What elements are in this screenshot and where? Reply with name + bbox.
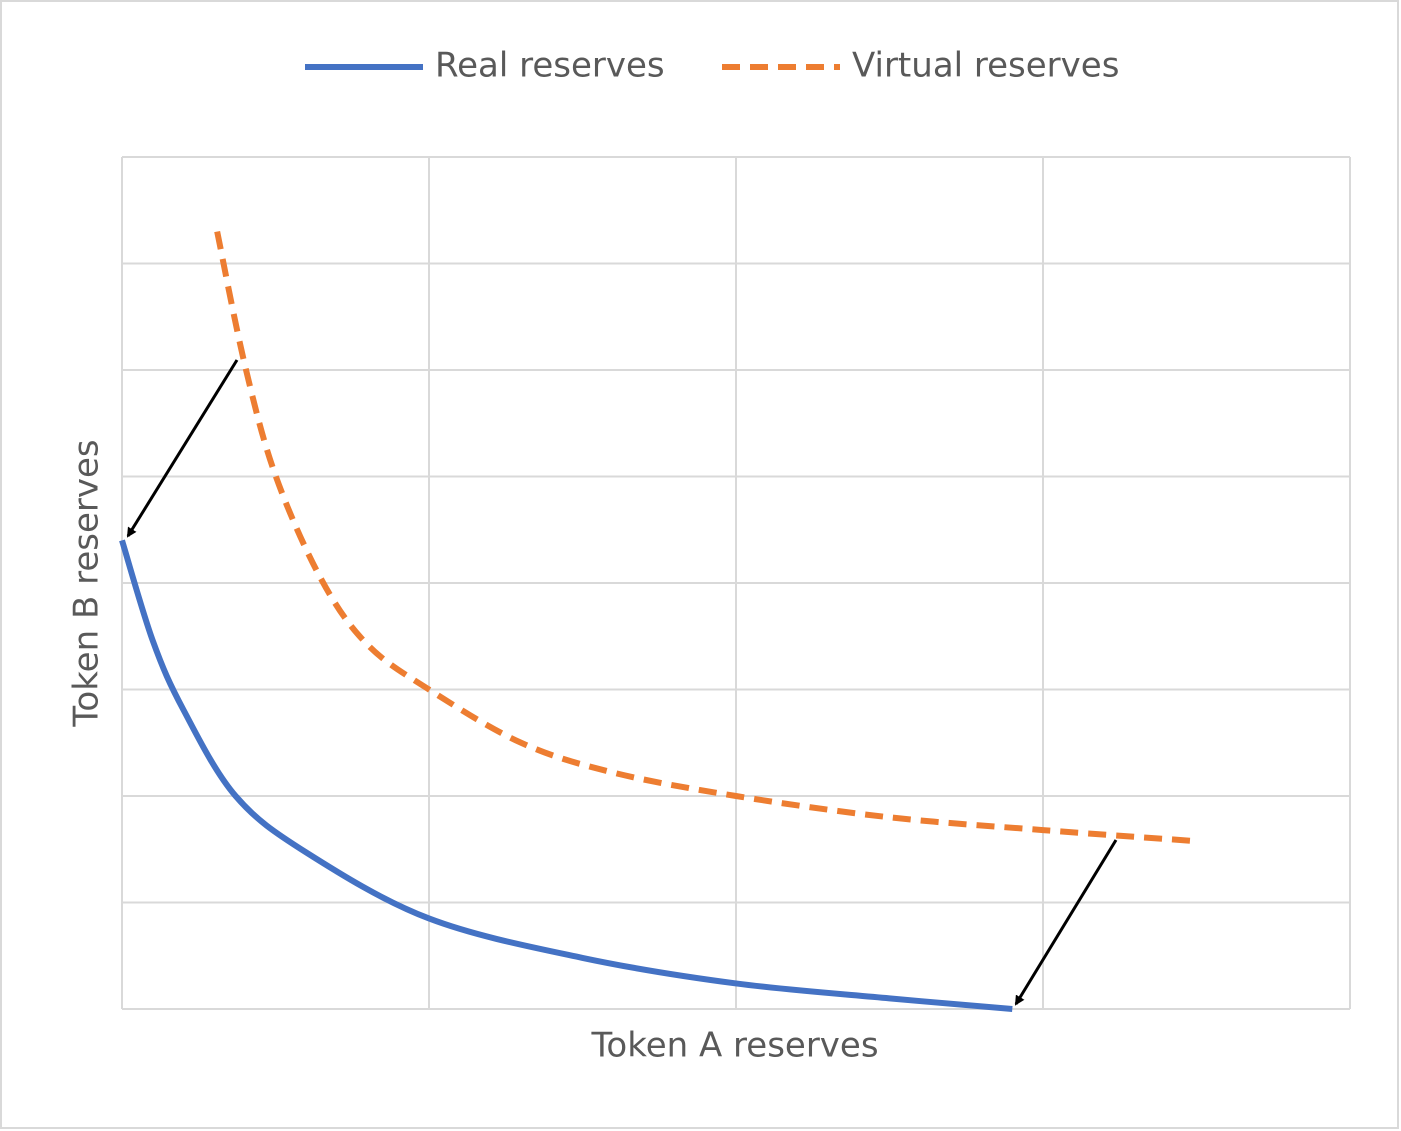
line-series: [119, 539, 1013, 1012]
y-axis-title: Token B reserves: [67, 439, 107, 727]
line-series: [214, 230, 1191, 844]
plot: [119, 230, 1191, 1012]
x-axis-title: Token A reserves: [590, 1026, 878, 1066]
grid: [121, 156, 1351, 1010]
arrow: [1014, 839, 1118, 1006]
legend-label: Real reserves: [435, 46, 665, 86]
legend: Real reserves Virtual reserves: [305, 46, 1119, 86]
legend-label: Virtual reserves: [852, 46, 1119, 86]
arrow: [126, 359, 239, 538]
